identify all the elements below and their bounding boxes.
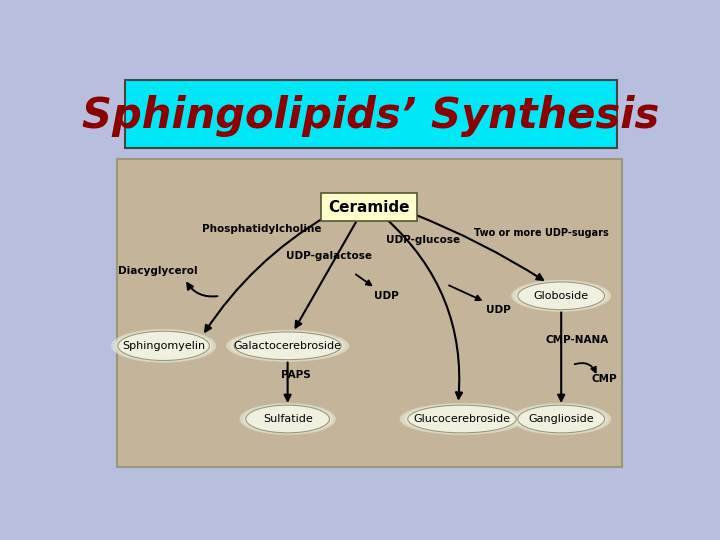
Text: CMP: CMP bbox=[591, 374, 616, 384]
Ellipse shape bbox=[243, 404, 333, 434]
Text: UDP-glucose: UDP-glucose bbox=[386, 235, 460, 245]
Ellipse shape bbox=[117, 331, 211, 361]
Ellipse shape bbox=[518, 405, 605, 433]
Ellipse shape bbox=[516, 281, 606, 310]
Ellipse shape bbox=[516, 404, 606, 433]
Ellipse shape bbox=[511, 280, 611, 312]
FancyBboxPatch shape bbox=[321, 193, 417, 221]
FancyArrowPatch shape bbox=[413, 214, 543, 280]
Text: UDP: UDP bbox=[374, 291, 398, 301]
Text: Glucocerebroside: Glucocerebroside bbox=[413, 414, 510, 424]
FancyArrowPatch shape bbox=[575, 363, 596, 372]
Ellipse shape bbox=[511, 403, 611, 435]
Text: Sphingomyelin: Sphingomyelin bbox=[122, 341, 205, 351]
Text: Galactocerebroside: Galactocerebroside bbox=[233, 341, 341, 351]
Ellipse shape bbox=[245, 404, 330, 433]
Text: Ceramide: Ceramide bbox=[328, 200, 410, 215]
Ellipse shape bbox=[408, 405, 516, 433]
Text: UDP: UDP bbox=[486, 305, 510, 315]
Ellipse shape bbox=[403, 404, 521, 434]
Ellipse shape bbox=[514, 404, 608, 434]
Ellipse shape bbox=[111, 329, 216, 363]
FancyArrowPatch shape bbox=[449, 286, 481, 300]
Ellipse shape bbox=[118, 331, 210, 361]
Ellipse shape bbox=[518, 282, 605, 309]
Text: Sphingolipids’ Synthesis: Sphingolipids’ Synthesis bbox=[82, 96, 660, 137]
FancyArrowPatch shape bbox=[205, 217, 326, 332]
Text: Diacyglycerol: Diacyglycerol bbox=[118, 266, 198, 276]
Text: PAPS: PAPS bbox=[281, 370, 310, 380]
Ellipse shape bbox=[233, 332, 343, 360]
FancyArrowPatch shape bbox=[187, 283, 217, 296]
FancyArrowPatch shape bbox=[387, 219, 462, 399]
Ellipse shape bbox=[406, 404, 518, 433]
Ellipse shape bbox=[246, 405, 330, 433]
Text: Two or more UDP-sugars: Two or more UDP-sugars bbox=[474, 228, 608, 238]
FancyArrowPatch shape bbox=[558, 313, 564, 401]
Ellipse shape bbox=[230, 331, 346, 361]
Ellipse shape bbox=[240, 403, 336, 435]
Text: UDP-galactose: UDP-galactose bbox=[286, 251, 372, 261]
Text: Globoside: Globoside bbox=[534, 291, 589, 301]
Text: Phosphatidylcholine: Phosphatidylcholine bbox=[202, 224, 322, 234]
FancyBboxPatch shape bbox=[117, 159, 622, 467]
FancyArrowPatch shape bbox=[284, 362, 291, 401]
Ellipse shape bbox=[400, 403, 524, 435]
Ellipse shape bbox=[226, 330, 349, 362]
FancyArrowPatch shape bbox=[356, 274, 372, 285]
Ellipse shape bbox=[514, 281, 608, 310]
FancyArrowPatch shape bbox=[296, 222, 356, 328]
Text: CMP-NANA: CMP-NANA bbox=[545, 335, 608, 346]
Ellipse shape bbox=[114, 330, 213, 362]
Ellipse shape bbox=[234, 332, 341, 360]
Text: Ganglioside: Ganglioside bbox=[528, 414, 594, 424]
Text: Sulfatide: Sulfatide bbox=[263, 414, 312, 424]
FancyBboxPatch shape bbox=[125, 80, 617, 148]
